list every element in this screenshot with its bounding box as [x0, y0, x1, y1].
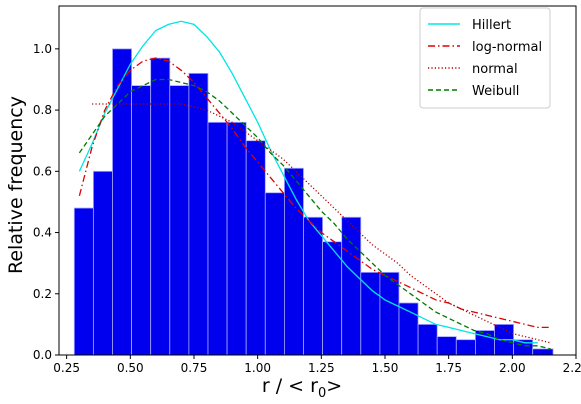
x-axis: 0.25 0.50 0.75 1.00 1.25 1.50 1.75 2.00 2.25 [53, 355, 581, 375]
legend-label-normal: normal [472, 62, 518, 77]
histogram-bar [436, 336, 457, 356]
legend-items: Hillert log-normal normal Weibull [428, 18, 542, 99]
legend-label-hillert: Hillert [472, 18, 511, 33]
histogram-bar [169, 85, 190, 356]
x-tick-label: 0.50 [117, 361, 144, 375]
y-tick-label: 0.8 [33, 103, 52, 117]
y-tick-label: 0.2 [33, 287, 52, 301]
histogram-bar [322, 241, 343, 356]
legend-label-log-normal: log-normal [472, 40, 542, 55]
x-tick-label: 0.25 [53, 361, 80, 375]
series-line-normal [92, 103, 551, 344]
histogram-bar [360, 271, 381, 356]
series-line-weibull [78, 78, 551, 350]
legend: Hillert log-normal normal Weibull [419, 7, 551, 109]
x-tick-label: 2.00 [499, 361, 526, 375]
histogram-bar [112, 48, 132, 356]
plot-frame [58, 5, 577, 356]
histogram-bar [379, 271, 400, 356]
x-tick-label: 1.75 [435, 361, 462, 375]
histogram-bar [131, 85, 152, 356]
x-tick-label: 0.75 [181, 361, 208, 375]
histogram-bar [264, 192, 285, 356]
histogram-bar [245, 140, 266, 356]
x-tick-label: 1.25 [308, 361, 335, 375]
histogram-bar [150, 57, 171, 356]
y-axis-title: Relative frequency [5, 96, 27, 274]
histogram-bar [341, 216, 362, 356]
y-axis: 0.0 0.2 0.4 0.6 0.8 1.0 [33, 42, 59, 362]
y-tick-label: 0.0 [33, 348, 52, 362]
histogram-bar [417, 323, 438, 356]
legend-label-weibull: Weibull [472, 84, 519, 99]
x-tick-label: 1.00 [244, 361, 271, 375]
x-tick-label: 2.25 [563, 361, 581, 375]
histogram-bars [73, 48, 554, 356]
fit-curves [78, 20, 551, 350]
histogram-bar [207, 121, 228, 356]
histogram-bar [92, 170, 113, 356]
histogram-bar [73, 207, 94, 356]
histogram-bar [226, 121, 247, 356]
y-tick-label: 0.4 [33, 226, 52, 240]
histogram-bar [188, 72, 209, 356]
x-axis-title-subscript: 0 [318, 386, 326, 401]
series-line-log-normal [78, 57, 551, 329]
histogram-bar [303, 216, 323, 356]
histogram-bar [455, 339, 476, 356]
x-axis-title: r / < r0> [262, 375, 342, 401]
x-tick-label: 1.50 [372, 361, 399, 375]
x-axis-title-end: > [326, 375, 342, 397]
y-tick-label: 1.0 [33, 42, 52, 56]
legend-box [419, 7, 551, 109]
histogram-bar [532, 348, 554, 356]
y-tick-label: 0.6 [33, 164, 52, 178]
